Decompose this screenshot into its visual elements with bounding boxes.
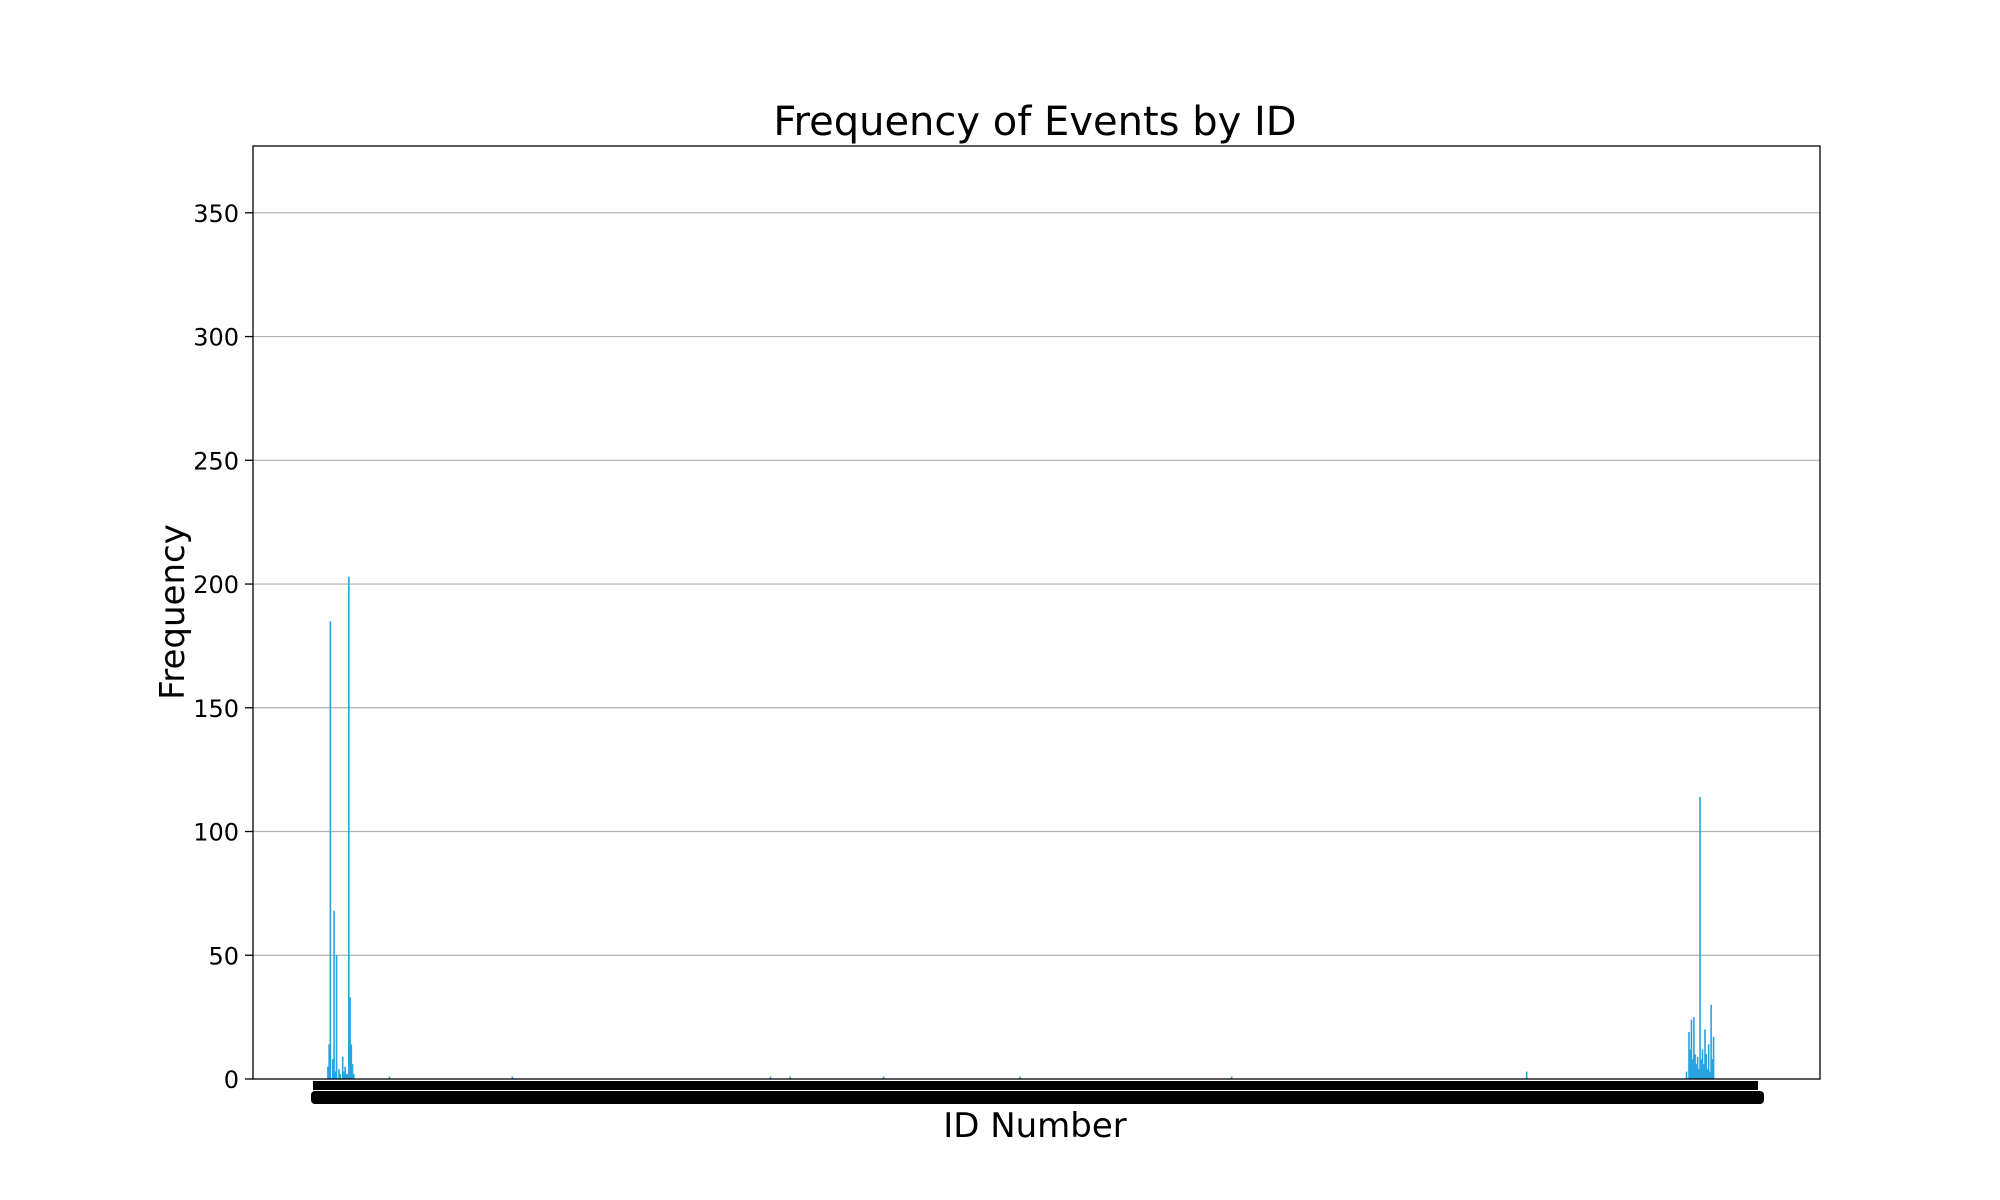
bar — [1694, 1054, 1696, 1079]
y-tick-label: 300 — [193, 324, 239, 352]
bar — [1705, 1054, 1707, 1079]
bar — [388, 1076, 391, 1079]
bar — [341, 1056, 344, 1079]
bar — [1709, 1071, 1711, 1079]
bar — [352, 1074, 355, 1079]
bar — [1019, 1076, 1021, 1079]
bar — [344, 1066, 346, 1079]
y-tick-label: 250 — [193, 447, 239, 475]
x-tick-labels-band — [311, 1091, 1764, 1104]
bar — [350, 1044, 353, 1079]
y-tick-label: 100 — [193, 819, 239, 847]
bar — [348, 576, 350, 1079]
bar — [769, 1076, 772, 1079]
bar — [327, 1066, 329, 1079]
bar — [1700, 1059, 1703, 1079]
bar — [332, 1059, 334, 1079]
bar — [1690, 1019, 1693, 1079]
bar — [1689, 1049, 1692, 1079]
bar — [882, 1076, 885, 1079]
bar — [334, 1071, 337, 1079]
bar — [1704, 1029, 1706, 1079]
bar — [345, 1074, 348, 1079]
bar — [1693, 1017, 1695, 1079]
bar — [1710, 1004, 1712, 1079]
y-tick-label: 200 — [193, 571, 239, 599]
bar — [1685, 1071, 1688, 1079]
bar — [1702, 1064, 1705, 1079]
y-tick-label: 350 — [193, 200, 239, 228]
bar — [1701, 1049, 1704, 1079]
x-axis-label: ID Number — [943, 1106, 1127, 1146]
bar — [1688, 1031, 1690, 1079]
bar — [1230, 1076, 1233, 1079]
bar — [329, 621, 332, 1079]
chart-title: Frequency of Events by ID — [773, 99, 1296, 145]
bar — [1691, 1059, 1694, 1079]
bar — [339, 1074, 342, 1079]
bar — [1712, 1036, 1715, 1079]
bar — [1698, 1069, 1700, 1079]
bar — [343, 1071, 345, 1079]
bar — [328, 1044, 330, 1079]
bar — [1695, 1064, 1698, 1079]
bar — [511, 1076, 514, 1079]
y-axis-label: Frequency — [153, 524, 193, 700]
bar — [1525, 1071, 1528, 1079]
bar — [1711, 1059, 1714, 1079]
y-tick-label: 150 — [193, 695, 239, 723]
bar — [1699, 796, 1701, 1079]
bar — [351, 1064, 354, 1079]
bars — [327, 576, 1715, 1079]
bar — [1696, 1056, 1699, 1079]
bar — [349, 997, 351, 1079]
x-axis-ticks — [311, 1081, 1764, 1104]
y-axis-ticks: 0 50 100 150 200 250 300 350 — [193, 200, 253, 1094]
bar — [1706, 1069, 1709, 1079]
bar — [338, 1069, 340, 1079]
y-tick-label: 0 — [224, 1066, 239, 1094]
bar — [1707, 1044, 1710, 1079]
bar — [346, 1074, 349, 1079]
plot-area-frame — [252, 145, 1821, 1080]
bar — [333, 910, 335, 1079]
bar — [789, 1076, 792, 1079]
y-gridlines — [253, 212, 1820, 956]
x-tick-marks-band — [313, 1081, 1758, 1090]
bar — [335, 955, 338, 1079]
y-tick-label: 50 — [208, 942, 239, 970]
